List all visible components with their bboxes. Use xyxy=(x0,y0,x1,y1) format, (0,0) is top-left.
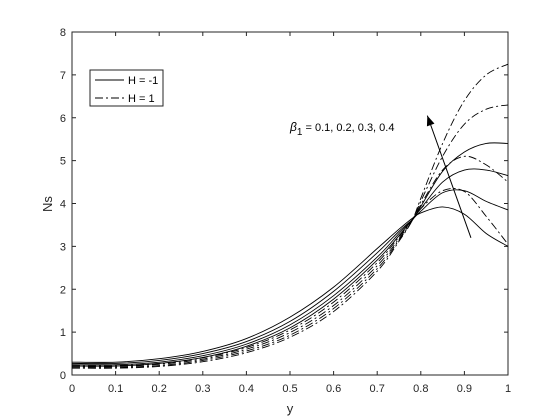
series-line-8 xyxy=(71,63,509,369)
legend-label-h-neg1: H = -1 xyxy=(128,75,158,87)
y-tick-label: 5 xyxy=(60,156,66,168)
series-line-2 xyxy=(71,189,509,365)
legend-box xyxy=(89,69,164,107)
annotation-symbol: β xyxy=(289,120,297,134)
x-tick-label: 0.7 xyxy=(370,383,385,395)
annotation-subscript: 1 xyxy=(297,127,303,138)
series-line-5 xyxy=(71,187,509,367)
x-axis-label: y xyxy=(287,401,294,416)
x-tick-label: 0.3 xyxy=(195,383,210,395)
axis-ticks: 0 0.1 0.2 0.3 0.4 0.5 0.6 0.7 0.8 0.9 1 0 1 2 3 4 5 6 7 8 xyxy=(60,27,511,395)
y-tick-label: 1 xyxy=(60,327,66,339)
x-tick-label: 0.5 xyxy=(282,383,297,395)
annotation-values: = 0.1, 0.2, 0.3, 0.4 xyxy=(302,122,394,134)
y-tick-label: 2 xyxy=(60,284,66,296)
y-tick-label: 8 xyxy=(60,27,66,39)
series-line-6 xyxy=(71,155,509,368)
x-tick-label: 0.8 xyxy=(413,383,428,395)
y-tick-label: 7 xyxy=(60,70,66,82)
annotation-arrow xyxy=(426,115,472,238)
x-tick-label: 0.9 xyxy=(457,383,472,395)
x-tick-label: 0 xyxy=(69,383,75,395)
y-tick-label: 4 xyxy=(60,199,66,211)
series-line-7 xyxy=(71,104,509,368)
series-line-1 xyxy=(71,206,509,363)
x-tick-label: 0.1 xyxy=(108,383,123,395)
legend-label-h-1: H = 1 xyxy=(128,93,155,105)
series-layer xyxy=(71,63,509,369)
series-line-3 xyxy=(71,168,509,366)
y-axis-label: Ns xyxy=(40,196,55,212)
annotation: β1 = 0.1, 0.2, 0.3, 0.4 xyxy=(289,115,472,238)
x-tick-label: 0.4 xyxy=(239,383,254,395)
annotation-label: β1 = 0.1, 0.2, 0.3, 0.4 xyxy=(289,120,394,138)
x-tick-label: 0.6 xyxy=(326,383,341,395)
y-tick-label: 6 xyxy=(60,113,66,125)
legend: H = -1 H = 1 xyxy=(89,69,164,107)
y-tick-label: 0 xyxy=(60,370,66,382)
x-tick-label: 1 xyxy=(505,383,511,395)
x-tick-label: 0.2 xyxy=(152,383,167,395)
annotation-arrowhead xyxy=(426,115,435,127)
y-tick-label: 3 xyxy=(60,241,66,253)
